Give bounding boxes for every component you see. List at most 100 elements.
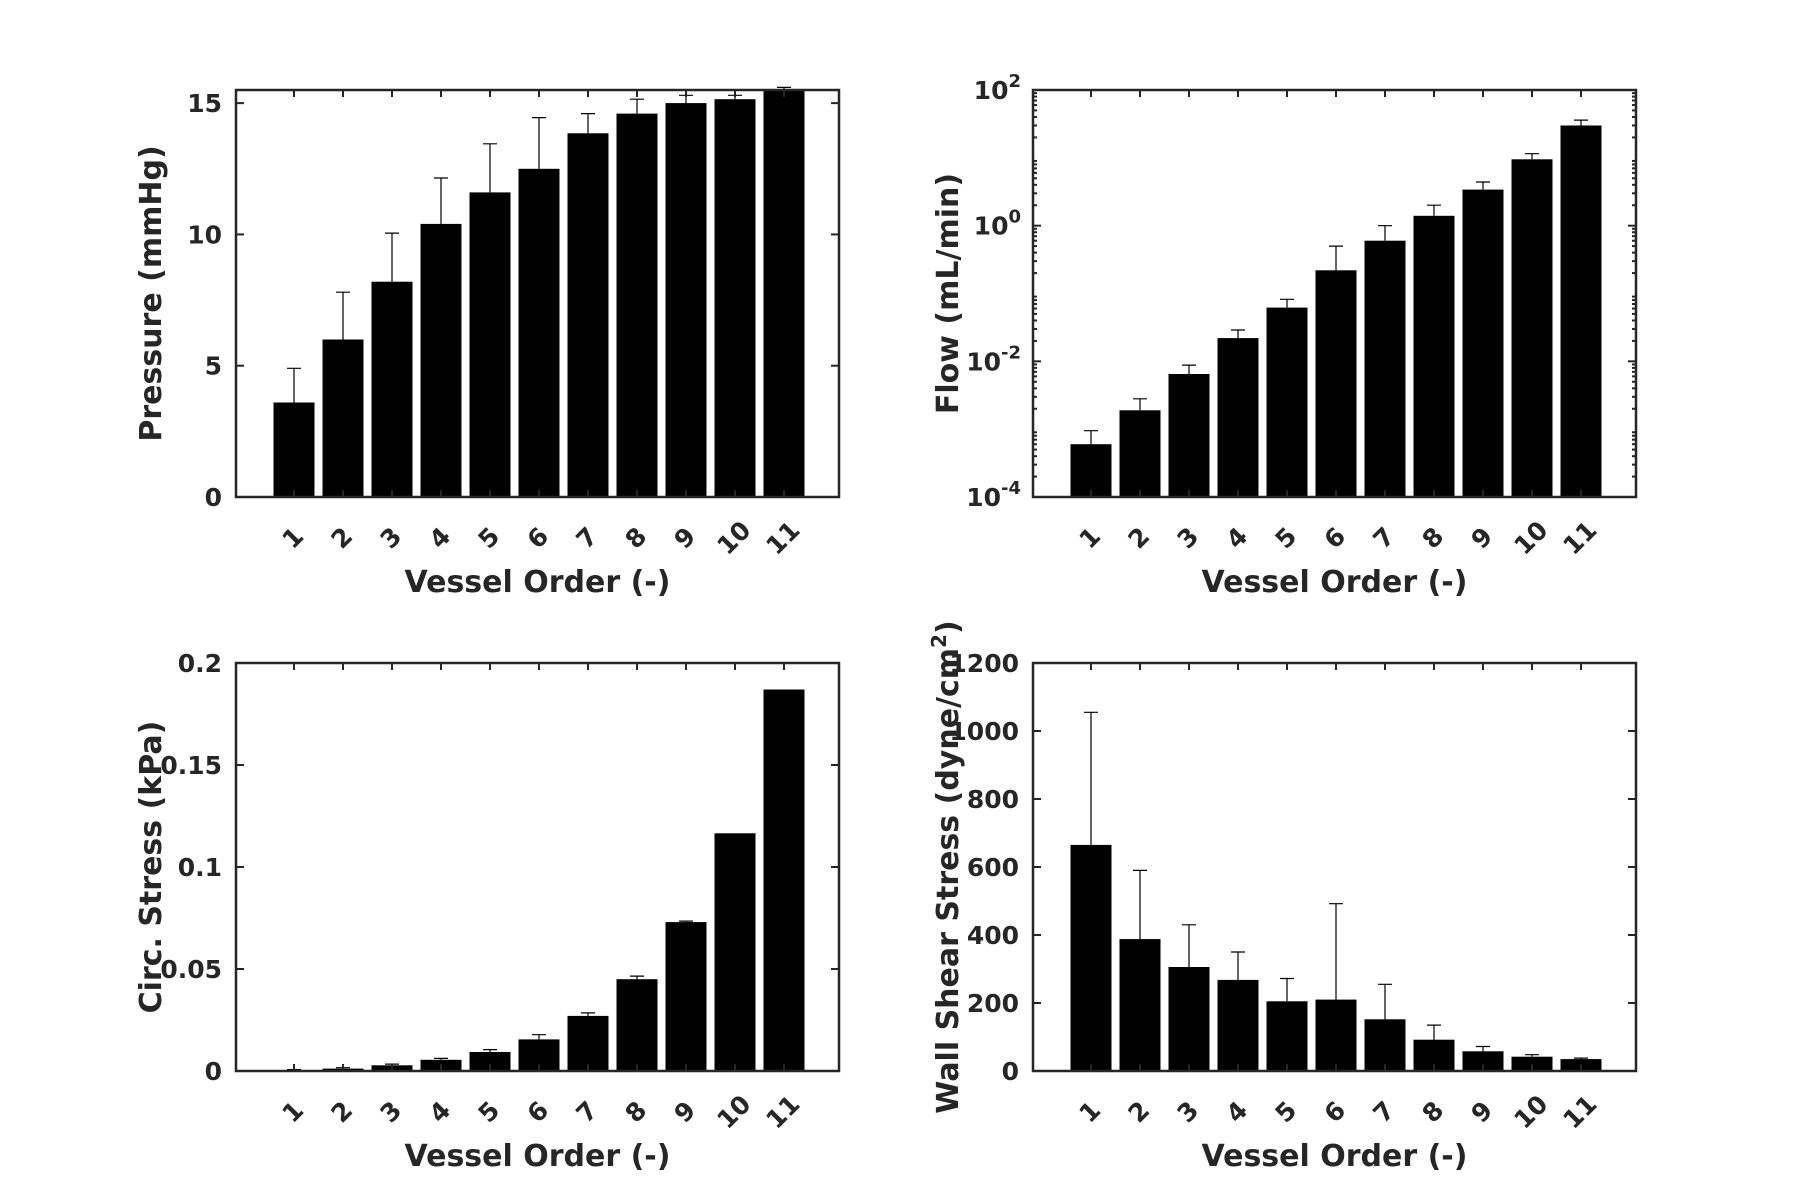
bar-11 — [1560, 125, 1602, 497]
y-tick-label: 0.1 — [178, 853, 222, 882]
error-bar-7 — [581, 1012, 595, 1016]
bar-4 — [1217, 338, 1259, 497]
error-bar-3 — [1182, 364, 1196, 374]
error-bar-4 — [1231, 329, 1245, 339]
bar-5 — [469, 1052, 511, 1071]
bar-6 — [518, 168, 560, 498]
bar-3 — [1168, 374, 1210, 497]
bar-1 — [1070, 444, 1112, 497]
y-axis-label: Wall Shear Stress (dyne/cm2) — [927, 620, 966, 1113]
y-tick-label: 600 — [967, 853, 1019, 882]
bar-10 — [1511, 159, 1553, 498]
x-axis-label: Vessel Order (-) — [405, 565, 671, 600]
error-bar-11 — [1574, 119, 1588, 126]
error-bar-8 — [630, 975, 644, 980]
bar-10 — [714, 833, 756, 1071]
error-bar-6 — [1329, 245, 1343, 271]
bar-3 — [1168, 967, 1210, 1071]
bar-2 — [1119, 939, 1161, 1071]
error-bar-4 — [1231, 951, 1245, 980]
error-bar-7 — [1378, 225, 1392, 241]
error-bar-6 — [532, 1034, 546, 1040]
error-bar-5 — [1280, 298, 1294, 308]
y-axis-label: Flow (mL/min) — [931, 173, 966, 414]
axes-frame — [1031, 88, 1638, 499]
error-bar-9 — [679, 920, 693, 923]
y-tick-label: 5 — [205, 352, 222, 381]
error-bar-3 — [385, 232, 399, 282]
x-axis-label: Vessel Order (-) — [1202, 1139, 1468, 1174]
y-tick-label: 100 — [974, 207, 1021, 241]
bar-6 — [1315, 999, 1357, 1071]
y-tick-label: 0 — [205, 483, 222, 512]
bar-1 — [1070, 844, 1112, 1071]
y-axis-label: Circ. Stress (kPa) — [134, 721, 169, 1014]
error-bar-7 — [581, 113, 595, 134]
y-tick-label: 400 — [967, 921, 1019, 950]
bar-9 — [1462, 189, 1504, 497]
bar-7 — [567, 1015, 609, 1071]
bar-5 — [1266, 1001, 1308, 1071]
bar-3 — [371, 281, 413, 497]
error-bar-9 — [1476, 181, 1490, 190]
error-bar-1 — [1084, 430, 1098, 445]
y-tick-label: 800 — [967, 785, 1019, 814]
bar-8 — [1413, 215, 1455, 498]
bar-11 — [763, 689, 805, 1071]
x-axis-label: Vessel Order (-) — [1202, 565, 1468, 600]
bar-7 — [1364, 1019, 1406, 1071]
error-bar-6 — [1329, 903, 1343, 1000]
error-bar-6 — [532, 117, 546, 169]
error-bar-1 — [1084, 711, 1098, 845]
bar-9 — [1462, 1051, 1504, 1071]
bar-5 — [469, 192, 511, 497]
bar-4 — [420, 223, 462, 497]
error-bar-10 — [1525, 1054, 1539, 1057]
axes-frame — [234, 88, 841, 499]
y-tick-label: 200 — [967, 989, 1019, 1018]
y-tick-label: 1200 — [949, 649, 1019, 678]
bar-5 — [1266, 307, 1308, 497]
bar-8 — [616, 113, 658, 497]
bar-10 — [714, 99, 756, 497]
y-tick-label: 10 — [187, 220, 222, 249]
bar-8 — [616, 979, 658, 1071]
y-axis-label: Pressure (mmHg) — [134, 145, 169, 441]
error-bar-8 — [1427, 1024, 1441, 1040]
y-tick-label: 10-2 — [966, 342, 1021, 376]
error-bar-2 — [336, 291, 350, 340]
bar-7 — [1364, 240, 1406, 497]
bar-9 — [665, 922, 707, 1071]
y-tick-label: 0.15 — [160, 751, 222, 780]
y-tick-label: 10-4 — [966, 478, 1021, 512]
y-tick-label: 15 — [187, 89, 222, 118]
error-bar-11 — [1574, 1057, 1588, 1060]
error-bar-5 — [483, 143, 497, 193]
bar-11 — [763, 90, 805, 497]
y-tick-label: 0 — [1002, 1057, 1019, 1086]
bar-1 — [273, 402, 315, 497]
error-bar-10 — [1525, 153, 1539, 160]
error-bar-1 — [287, 367, 301, 403]
x-axis-label: Vessel Order (-) — [405, 1139, 671, 1174]
error-bar-2 — [1133, 869, 1147, 940]
bar-10 — [1511, 1056, 1553, 1071]
error-bar-7 — [1378, 983, 1392, 1020]
error-bar-3 — [1182, 924, 1196, 967]
bar-4 — [1217, 979, 1259, 1071]
y-tick-label: 0 — [205, 1057, 222, 1086]
error-bar-4 — [434, 1057, 448, 1060]
error-bar-5 — [1280, 977, 1294, 1002]
error-bar-9 — [1476, 1045, 1490, 1052]
y-tick-label: 1000 — [949, 717, 1019, 746]
bar-2 — [322, 339, 364, 497]
y-tick-label: 102 — [974, 71, 1021, 105]
error-bar-8 — [1427, 204, 1441, 216]
error-bar-2 — [1133, 398, 1147, 411]
error-bar-8 — [630, 98, 644, 114]
error-bar-5 — [483, 1049, 497, 1052]
